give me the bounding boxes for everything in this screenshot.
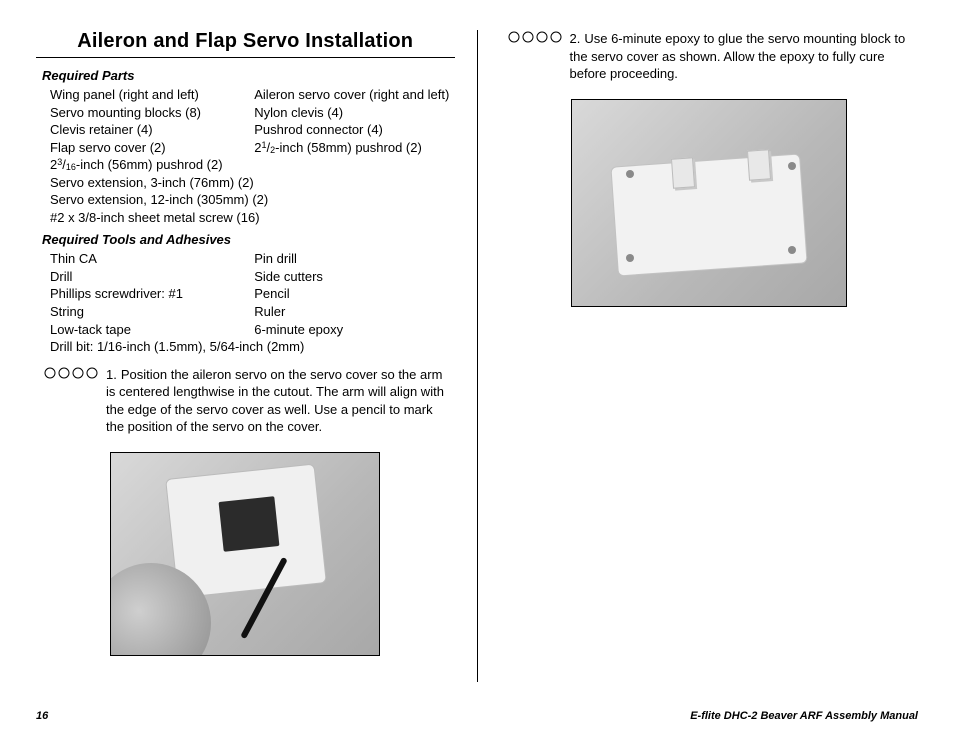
- step-body: 1.Position the aileron servo on the serv…: [106, 366, 449, 436]
- frac-den: 16: [66, 162, 76, 172]
- step-text: Position the aileron servo on the servo …: [106, 367, 444, 435]
- list-item: Drill bit: 1/16-inch (1.5mm), 5/64-inch …: [50, 338, 453, 356]
- list-item: 6-minute epoxy: [254, 321, 452, 339]
- instruction-step-1: 1.Position the aileron servo on the serv…: [36, 366, 455, 436]
- list-item: 23/16-inch (56mm) pushrod (2): [50, 156, 453, 174]
- frac-num: 3: [57, 157, 62, 167]
- required-parts-heading: Required Parts: [42, 68, 455, 83]
- figure-step-1: [110, 452, 380, 656]
- list-item: Flap servo cover (2): [50, 139, 248, 157]
- list-item: Clevis retainer (4): [50, 121, 248, 139]
- step-number: 1.: [106, 367, 121, 382]
- list-item: Servo extension, 3-inch (76mm) (2): [50, 174, 453, 192]
- page-number: 16: [36, 710, 48, 722]
- list-item: Ruler: [254, 303, 452, 321]
- manual-page: Aileron and Flap Servo Installation Requ…: [0, 0, 954, 738]
- list-item: Thin CA: [50, 250, 248, 268]
- step-number: 2.: [570, 31, 585, 46]
- section-title: Aileron and Flap Servo Installation: [36, 30, 455, 58]
- required-tools-heading: Required Tools and Adhesives: [42, 232, 455, 247]
- list-item: Servo mounting blocks (8): [50, 104, 248, 122]
- required-tools-list: Thin CA Pin drill Drill Side cutters Phi…: [36, 250, 455, 355]
- left-column: Aileron and Flap Servo Installation Requ…: [36, 30, 477, 682]
- list-item: Wing panel (right and left): [50, 86, 248, 104]
- step-body: 2.Use 6-minute epoxy to glue the servo m…: [570, 30, 913, 83]
- list-item: Pin drill: [254, 250, 452, 268]
- list-item: Drill: [50, 268, 248, 286]
- manual-title: E-flite DHC-2 Beaver ARF Assembly Manual: [690, 710, 918, 722]
- list-item: Side cutters: [254, 268, 452, 286]
- checkbox-row-icon: [44, 366, 106, 436]
- list-item: Low-tack tape: [50, 321, 248, 339]
- frac-num: 1: [261, 140, 266, 150]
- page-footer: 16 E-flite DHC-2 Beaver ARF Assembly Man…: [36, 710, 918, 722]
- list-item: Pushrod connector (4): [254, 121, 452, 139]
- right-column: 2.Use 6-minute epoxy to glue the servo m…: [478, 30, 919, 682]
- list-item: Aileron servo cover (right and left): [254, 86, 452, 104]
- list-item: Phillips screwdriver: #1: [50, 285, 248, 303]
- list-item: Nylon clevis (4): [254, 104, 452, 122]
- frac-tail: -inch (56mm) pushrod (2): [76, 157, 223, 172]
- list-item: #2 x 3/8-inch sheet metal screw (16): [50, 209, 453, 227]
- two-column-layout: Aileron and Flap Servo Installation Requ…: [36, 30, 918, 682]
- list-item: String: [50, 303, 248, 321]
- instruction-step-2: 2.Use 6-minute epoxy to glue the servo m…: [500, 30, 919, 83]
- step-text: Use 6-minute epoxy to glue the servo mou…: [570, 31, 906, 81]
- list-item: Pencil: [254, 285, 452, 303]
- list-item: 21/2-inch (58mm) pushrod (2): [254, 139, 452, 157]
- figure-step-2: [571, 99, 847, 307]
- required-parts-list: Wing panel (right and left) Aileron serv…: [36, 86, 455, 226]
- list-item: Servo extension, 12-inch (305mm) (2): [50, 191, 453, 209]
- checkbox-row-icon: [508, 30, 570, 83]
- frac-tail: -inch (58mm) pushrod (2): [275, 140, 422, 155]
